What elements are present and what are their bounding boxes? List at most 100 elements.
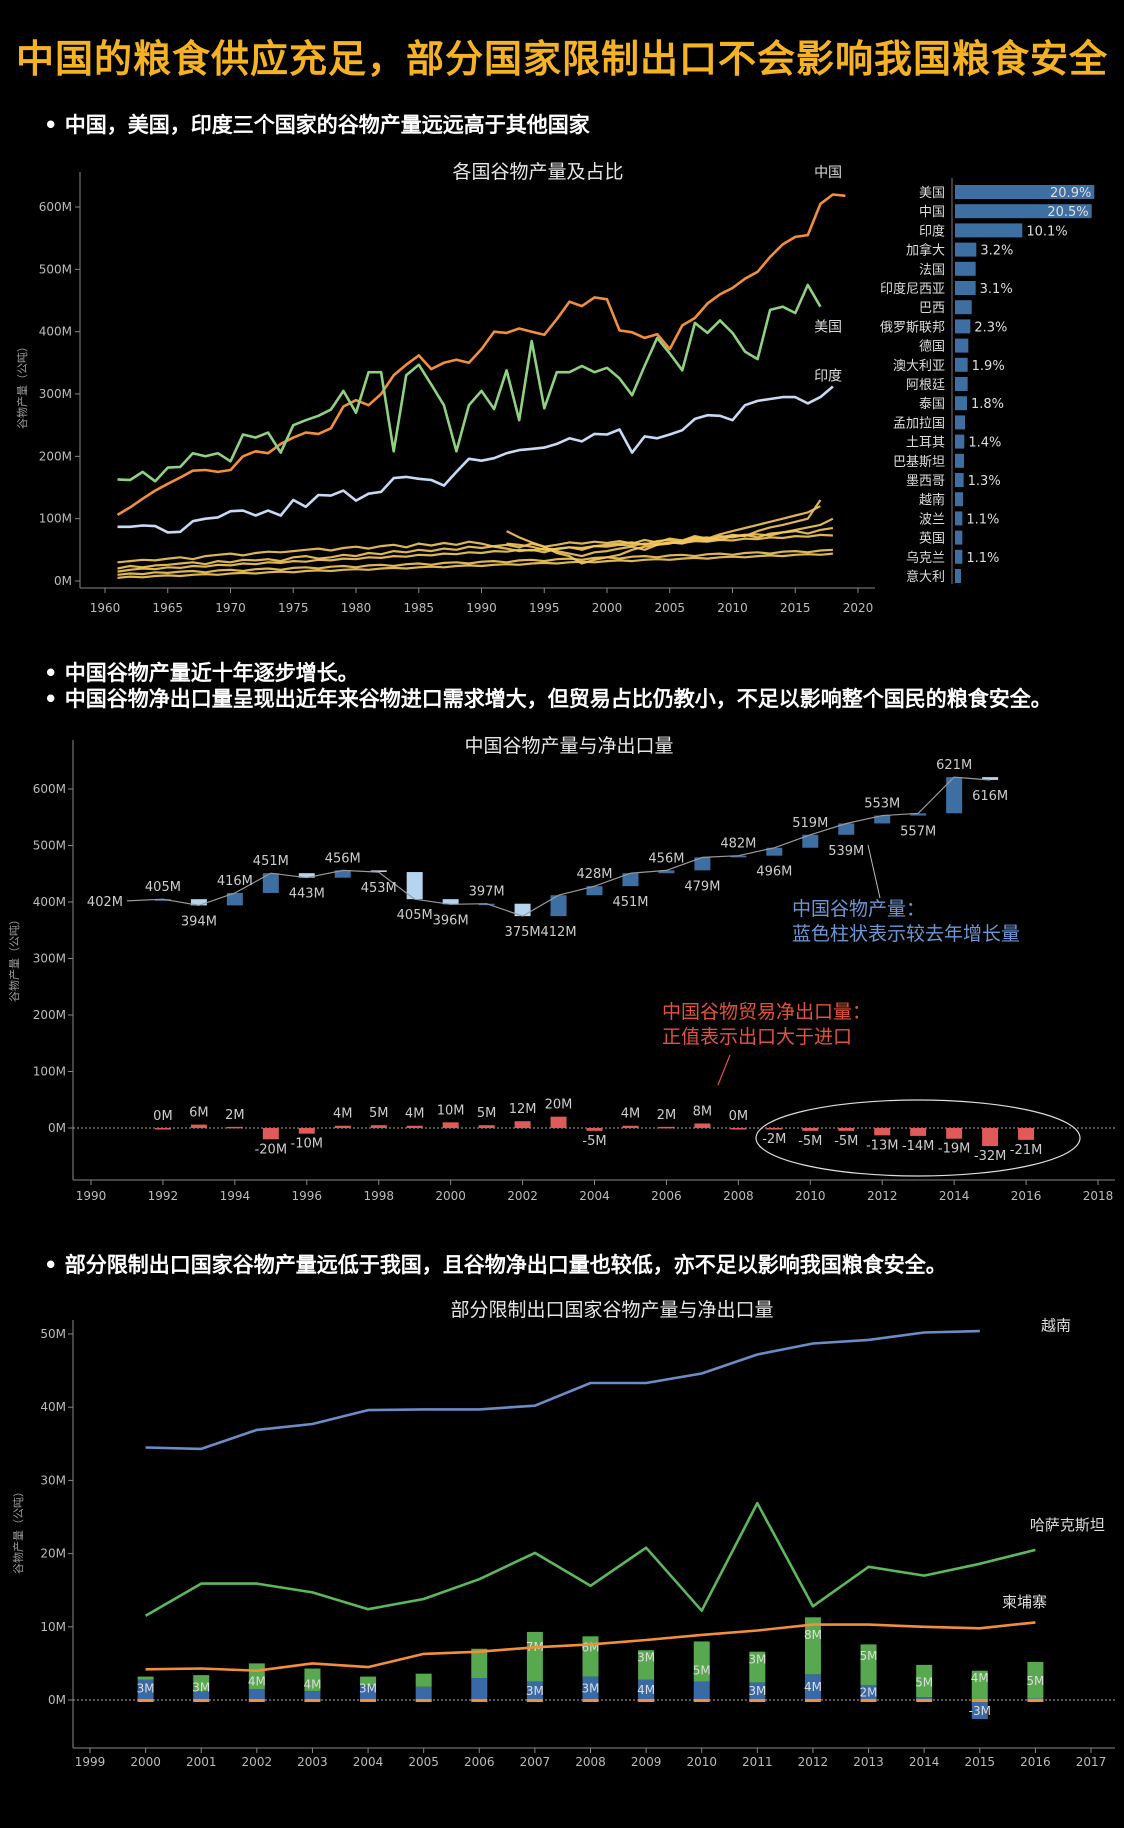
- chart1-share-country-label: 印度尼西亚: [880, 281, 945, 297]
- chart3-series-label: 哈萨克斯坦: [1030, 1516, 1105, 1534]
- chart1-series-label: 中国: [814, 165, 842, 181]
- chart1-x-tick-label: 1965: [152, 601, 183, 615]
- chart3-net-export-bar-segment: [971, 1670, 988, 1700]
- chart1-share-bar: [955, 377, 968, 391]
- chart1-series-line: [116, 193, 846, 517]
- chart3-group: 部分限制出口国家谷物产量与净出口量 0M 10M 20M 30M 40M 50M 1999 20…: [11, 1299, 1115, 1769]
- chart3-net-export-bar-segment: [582, 1699, 599, 1702]
- chart2-y-tick-label: 300M: [33, 952, 66, 966]
- chart1-share-bar: [955, 357, 968, 372]
- chart2-y-tick-label: 500M: [33, 839, 66, 853]
- chart1-x-tick-label: 1960: [90, 601, 121, 615]
- chart2-net-export-label: 4M: [405, 1107, 425, 1122]
- chart2-production-label: 396M: [433, 913, 469, 928]
- chart2-production-change-bar: [694, 857, 711, 871]
- chart2-net-export-bar: [766, 1128, 783, 1130]
- chart1-share-country-label: 墨西哥: [906, 474, 945, 489]
- chart1-series-line: [117, 385, 834, 534]
- chart1-share-country-label: 波兰: [919, 512, 945, 527]
- chart1-share-country-label: 德国: [919, 340, 945, 355]
- chart3-net-export-label: 8M: [804, 1628, 822, 1642]
- chart3-x-tick-label: 2007: [520, 1755, 551, 1769]
- chart1-share-country-label: 孟加拉国: [893, 416, 945, 431]
- chart2-production-label: 405M: [397, 908, 433, 923]
- chart2-net-export-label: -20M: [255, 1142, 287, 1157]
- chart3-x-tick-label: 2002: [242, 1755, 273, 1769]
- chart1-share-bar: [955, 492, 963, 507]
- chart3-net-export-bar-segment: [693, 1641, 710, 1682]
- bullet-text-3: • 中国谷物净出口量呈现出近年来谷物进口需求增大，但贸易占比仍教小，不足以影响整…: [44, 687, 1052, 711]
- chart1-share-bar: [955, 511, 963, 526]
- chart2-x-tick-label: 2014: [939, 1189, 970, 1203]
- chart1-share-value-label: 3.1%: [980, 282, 1013, 297]
- chart2-x-tick-label: 2012: [867, 1189, 898, 1203]
- bullet-text-4: • 部分限制出口国家谷物产量远低于我国，且谷物净出口量也较低，亦不足以影响我国粮…: [44, 1253, 947, 1277]
- chart2-y-tick-label: 600M: [33, 782, 66, 796]
- chart2-production-change-bar: [946, 777, 963, 814]
- chart2-net-export-label: -2M: [762, 1132, 786, 1147]
- chart2-net-export-label: 4M: [333, 1107, 353, 1122]
- chart1-share-country-label: 英国: [919, 532, 945, 547]
- chart2-production-change-bar: [874, 815, 891, 824]
- chart2-production-label: 397M: [469, 885, 505, 900]
- chart1-share-bar: [955, 569, 961, 583]
- chart3-x-tick-label: 2012: [798, 1755, 829, 1769]
- chart3-net-export-bar-segment: [415, 1686, 432, 1700]
- chart3-net-export-bar-segment: [193, 1675, 210, 1692]
- chart1-share-bar: [955, 261, 976, 276]
- chart3-net-export-bar-segment: [1027, 1699, 1044, 1702]
- chart2-net-export-label: 8M: [693, 1104, 713, 1119]
- chart3-series-label: 越南: [1041, 1316, 1071, 1334]
- chart2-x-tick-label: 2002: [507, 1189, 538, 1203]
- chart1-share-bar: [955, 204, 1092, 219]
- chart3-net-export-label: 2M: [860, 1686, 878, 1700]
- chart3-y-tick-label: 40M: [40, 1400, 66, 1414]
- chart2-net-export-bar: [658, 1126, 675, 1129]
- chart3-net-export-label: 3M: [582, 1681, 600, 1695]
- chart1-share-bar: [955, 415, 965, 430]
- chart2-net-export-label: 2M: [225, 1108, 245, 1123]
- chart2-production-change-bar: [838, 823, 855, 835]
- chart3-x-tick-label: 2015: [965, 1755, 996, 1769]
- chart1-share-country-label: 乌克兰: [906, 550, 945, 566]
- chart3-net-export-bar-segment: [526, 1699, 543, 1702]
- chart1-share-value-label: 1.8%: [971, 397, 1004, 412]
- chart3-net-export-bar-segment: [415, 1699, 432, 1702]
- chart2-production-label: 553M: [864, 797, 900, 812]
- chart2-net-export-label: -5M: [582, 1134, 606, 1149]
- chart1-series-line: [117, 533, 833, 573]
- chart2-production-label: 616M: [972, 789, 1008, 804]
- chart2-net-export-label: -32M: [974, 1149, 1006, 1164]
- chart1-group: 各国谷物产量及占比 0M 100M 200M 300M 400M 500M 600M 1960 1…: [15, 161, 1095, 615]
- chart2-production-line: [126, 776, 991, 917]
- chart2-production-change-bar: [262, 873, 279, 893]
- chart1-x-tick-label: 2010: [717, 601, 748, 615]
- chart2-title: 中国谷物产量与净出口量: [464, 735, 673, 757]
- chart2-production-label: 443M: [289, 887, 325, 902]
- chart1-share-value-label: 3.2%: [980, 244, 1013, 259]
- chart2-production-label: 519M: [792, 816, 828, 831]
- chart3-series-label: 柬埔寨: [1002, 1593, 1047, 1611]
- chart1-x-tick-label: 2015: [780, 601, 811, 615]
- chart2-net-export-label: -19M: [938, 1142, 970, 1157]
- chart3-net-export-bar-segment: [360, 1685, 377, 1700]
- chart1-y-tick-label: 0M: [54, 574, 72, 588]
- chart3-x-tick-label: 2014: [909, 1755, 940, 1769]
- chart2-net-export-bar: [262, 1128, 279, 1140]
- chart1-share-value-label: 1.1%: [966, 551, 999, 566]
- chart2-net-export-bar: [370, 1125, 387, 1128]
- chart1-x-tick-label: 1985: [403, 601, 434, 615]
- chart2-net-export-bar: [730, 1128, 747, 1130]
- chart1-x-tick-label: 2000: [592, 601, 623, 615]
- chart1-share-bar: [955, 396, 967, 411]
- chart1-x-tick-label: 2005: [654, 601, 685, 615]
- chart2-net-export-bar: [550, 1116, 567, 1128]
- chart2-net-export-label: -10M: [291, 1137, 323, 1152]
- chart3-net-export-label: 4M: [804, 1680, 822, 1694]
- chart2-production-label: 412M: [541, 925, 577, 940]
- chart1-series-line: [117, 283, 822, 483]
- chart3-net-export-label: 5M: [693, 1664, 711, 1678]
- chart3-y-tick-label: 10M: [40, 1620, 66, 1634]
- chart3-net-export-label: -3M: [969, 1704, 991, 1718]
- chart3-net-export-label: 3M: [526, 1684, 544, 1698]
